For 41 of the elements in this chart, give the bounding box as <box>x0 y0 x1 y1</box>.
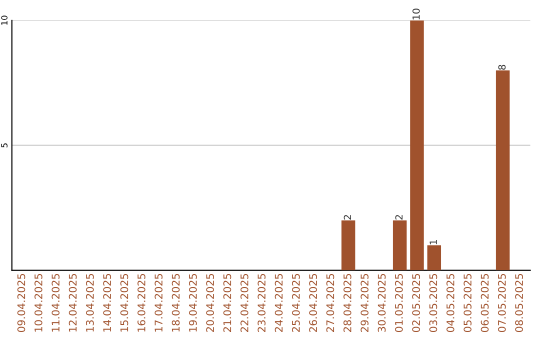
x-tick-label: 11.04.2025 <box>52 274 60 332</box>
bar <box>341 220 356 270</box>
x-tick-label: 18.04.2025 <box>172 274 180 332</box>
x-tick-label: 05.05.2025 <box>464 274 472 332</box>
x-tick-label: 28.04.2025 <box>343 274 352 332</box>
x-tick-label: 27.04.2025 <box>326 274 334 332</box>
x-tick-label: 12.04.2025 <box>68 274 77 332</box>
x-tick-label: 04.05.2025 <box>446 274 454 332</box>
x-tick-label: 01.05.2025 <box>394 274 403 332</box>
bar <box>392 220 407 270</box>
x-tick-label: 29.04.2025 <box>360 274 369 332</box>
x-tick-label: 09.04.2025 <box>17 274 26 332</box>
x-tick-label: 03.05.2025 <box>429 274 438 332</box>
x-tick-label: 08.05.2025 <box>515 274 524 332</box>
x-tick-label: 20.04.2025 <box>206 274 214 332</box>
data-label: 2 <box>344 215 352 220</box>
x-tick-label: 25.04.2025 <box>292 274 300 332</box>
data-label: 8 <box>498 64 506 70</box>
x-tick-label: 14.04.2025 <box>103 274 112 332</box>
x-tick-label: 02.05.2025 <box>412 274 420 332</box>
bar <box>496 70 510 270</box>
x-tick-label: 19.04.2025 <box>188 274 197 332</box>
data-label: 10 <box>412 8 420 20</box>
x-tick-label: 06.05.2025 <box>480 274 489 332</box>
x-tick-label: 21.04.2025 <box>223 274 232 332</box>
data-label: 2 <box>395 215 403 220</box>
data-label: 1 <box>430 240 437 244</box>
x-tick-label: 16.04.2025 <box>137 274 146 332</box>
x-tick-label: 24.04.2025 <box>274 274 283 332</box>
x-tick-label: 22.04.2025 <box>240 274 248 332</box>
bar <box>410 20 424 270</box>
bar <box>427 245 442 270</box>
y-tick-label: 5 <box>1 143 8 148</box>
x-tick-label: 15.04.2025 <box>120 274 128 332</box>
x-tick-label: 13.04.2025 <box>86 274 94 332</box>
x-tick-label: 17.04.2025 <box>154 274 163 332</box>
x-tick-label: 07.05.2025 <box>498 274 506 332</box>
x-tick-label: 23.04.2025 <box>258 274 266 332</box>
x-tick-label: 30.04.2025 <box>378 274 386 332</box>
x-tick-label: 10.04.2025 <box>34 274 42 332</box>
x-tick-label: 26.04.2025 <box>309 274 318 332</box>
